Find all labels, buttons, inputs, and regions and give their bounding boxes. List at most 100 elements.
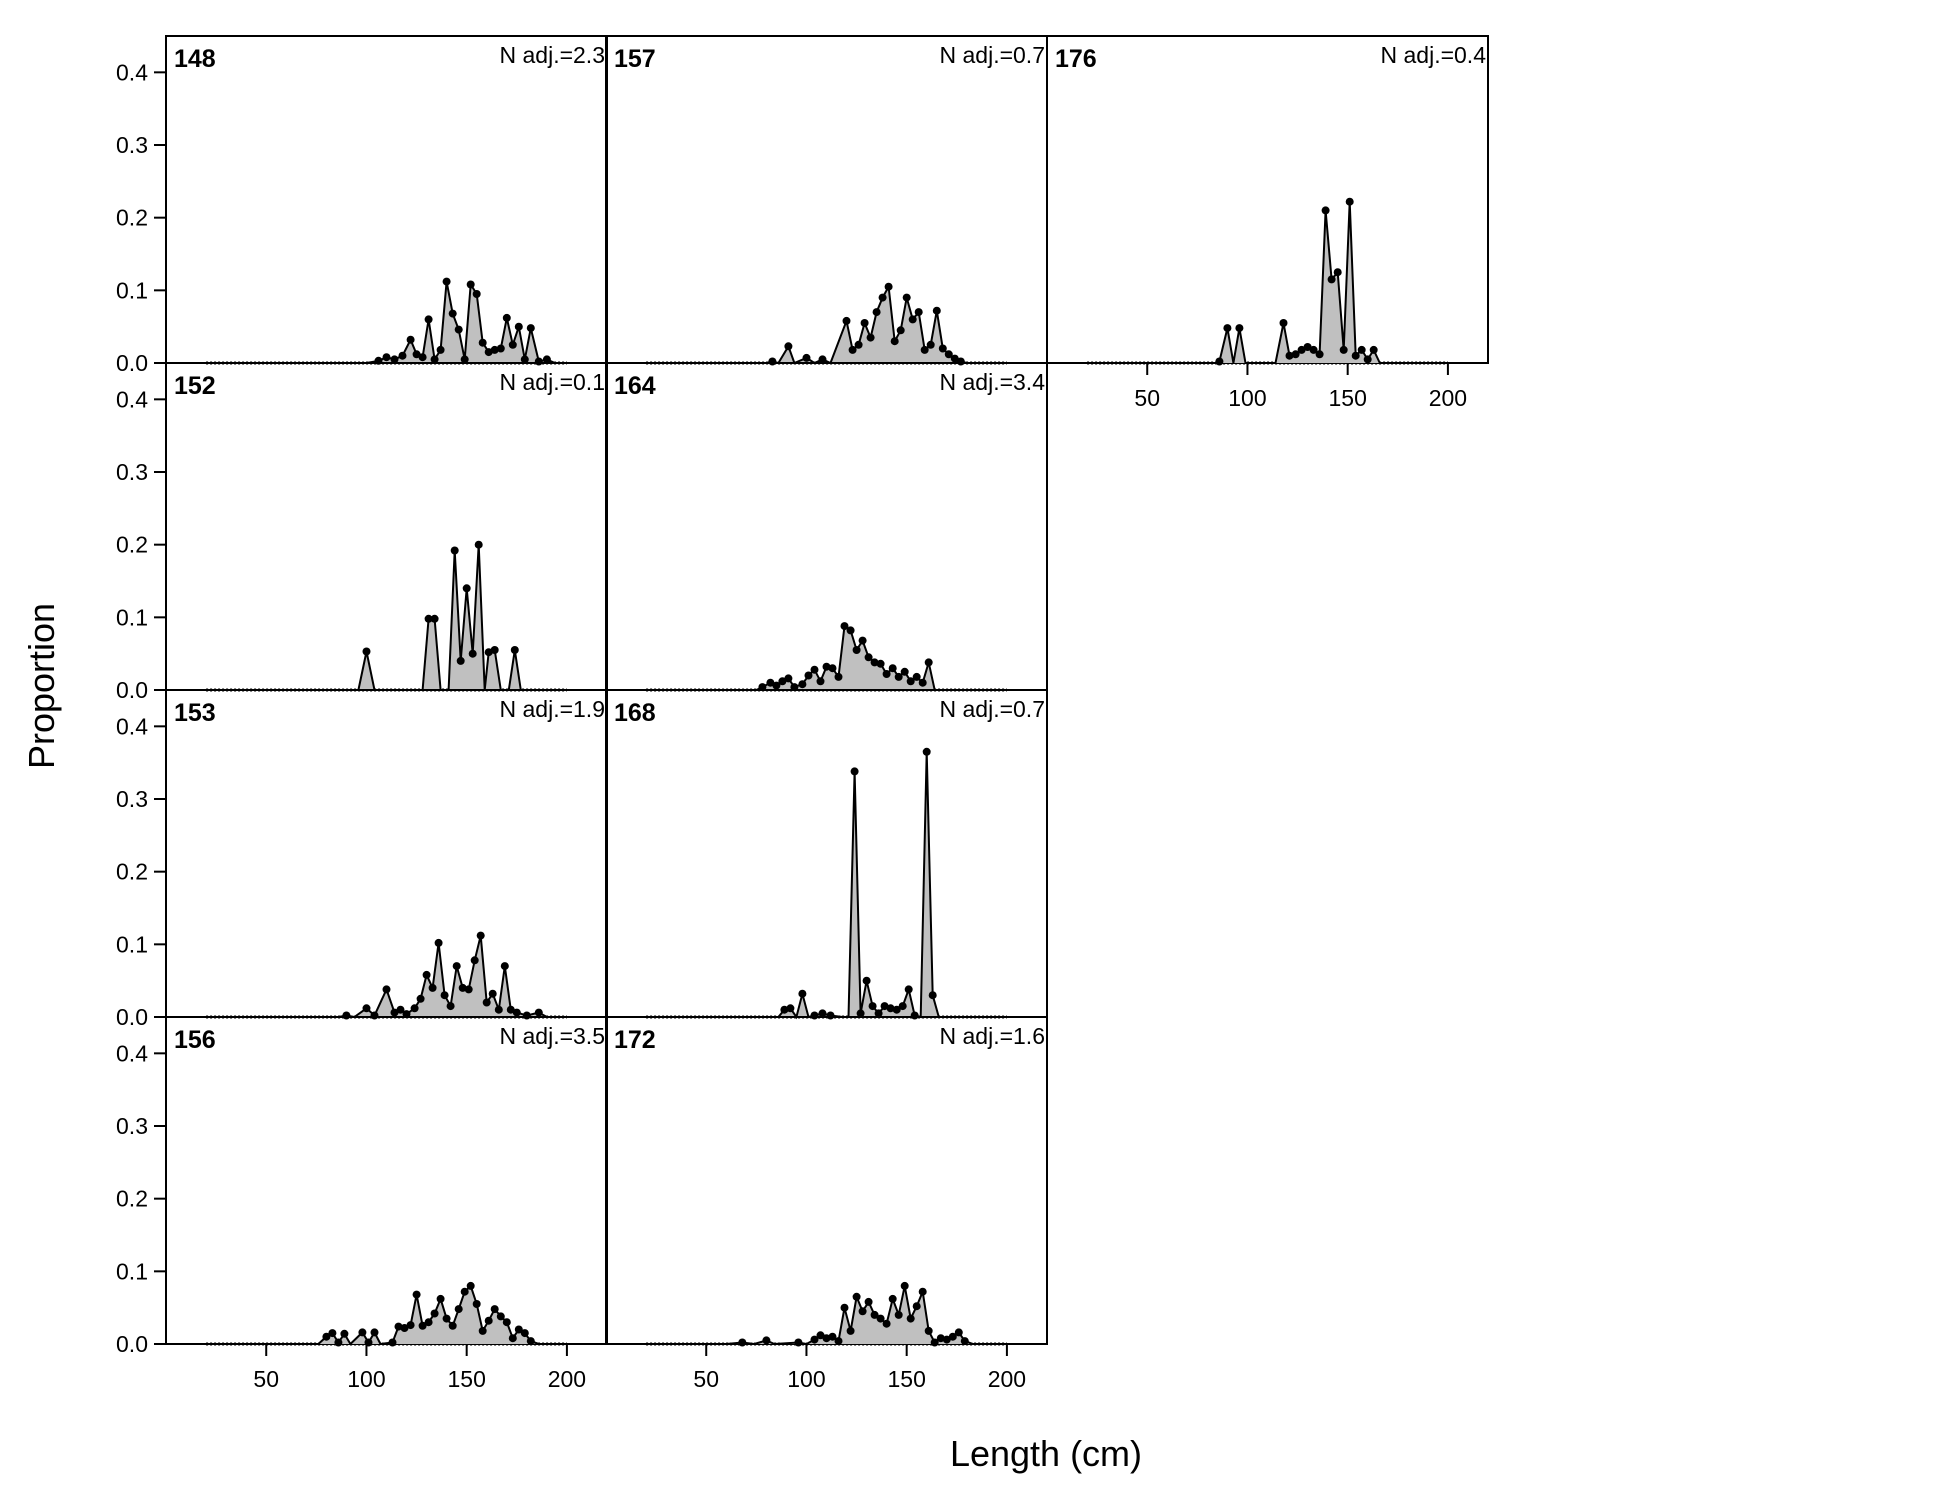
- series-area: [726, 1285, 973, 1344]
- data-point: [464, 985, 473, 994]
- data-point: [874, 1009, 883, 1018]
- series-line: [777, 751, 940, 1020]
- panel-id-label: 148: [174, 45, 216, 73]
- data-point: [816, 677, 825, 686]
- data-point: [912, 672, 921, 681]
- y-tick-label: 0.0: [116, 1004, 148, 1030]
- panels-group: 0.0 0.1 0.2 0.3 0.4 148 N adj.=2.3 157 N adj.=0.…: [116, 35, 1489, 1392]
- series-area: [358, 544, 521, 690]
- data-point: [886, 1004, 895, 1013]
- data-point: [868, 1002, 877, 1011]
- panel-id-label: 157: [614, 45, 656, 73]
- data-point: [382, 353, 391, 362]
- data-point: [924, 1326, 933, 1335]
- data-point: [476, 931, 485, 940]
- data-point: [828, 1332, 837, 1341]
- data-point: [388, 1338, 397, 1347]
- data-point: [370, 1328, 379, 1337]
- data-point: [956, 357, 965, 366]
- data-point: [526, 1337, 535, 1346]
- data-point: [918, 678, 927, 687]
- panel-168: 168 N adj.=0.7: [605, 689, 1048, 1020]
- data-point: [340, 1329, 349, 1338]
- data-point: [482, 998, 491, 1007]
- data-point: [412, 1290, 421, 1299]
- panel-164: 164 N adj.=3.4: [605, 362, 1048, 692]
- y-tick-label: 0.2: [116, 859, 148, 885]
- data-point: [1285, 351, 1294, 360]
- data-point: [436, 1294, 445, 1303]
- data-point: [500, 962, 509, 971]
- series-area: [1215, 201, 1380, 363]
- data-point: [484, 348, 493, 357]
- data-point: [846, 1326, 855, 1335]
- data-point: [1279, 319, 1288, 327]
- data-point: [778, 677, 787, 686]
- data-point: [1309, 345, 1318, 354]
- y-tick-label: 0.3: [116, 459, 148, 485]
- data-point: [342, 1011, 351, 1020]
- data-point: [780, 1005, 789, 1014]
- x-tick-label: 50: [1134, 385, 1160, 411]
- data-point: [484, 648, 493, 657]
- data-point: [1327, 275, 1336, 284]
- panel-id-label: 164: [614, 372, 656, 400]
- n-adj-label: N adj.=2.3: [500, 42, 606, 68]
- data-point: [870, 658, 879, 667]
- data-point: [882, 670, 891, 678]
- data-point: [400, 1324, 409, 1332]
- data-point: [502, 313, 511, 322]
- data-point: [900, 1281, 909, 1290]
- data-point: [502, 1318, 511, 1327]
- data-point: [810, 1011, 819, 1020]
- data-point: [878, 293, 887, 302]
- y-tick-label: 0.1: [116, 277, 148, 303]
- data-point: [894, 672, 903, 681]
- data-point: [894, 1310, 903, 1319]
- data-point: [1215, 357, 1224, 366]
- data-point: [474, 540, 483, 549]
- data-point: [834, 1337, 843, 1346]
- data-point: [448, 309, 457, 318]
- data-point: [508, 340, 517, 349]
- data-point: [918, 1287, 927, 1296]
- data-point: [390, 1008, 399, 1017]
- y-tick-label: 0.4: [116, 59, 148, 85]
- data-point: [804, 671, 813, 680]
- data-point: [412, 350, 421, 359]
- panel-156: 0.0 0.1 0.2 0.3 0.4 50 100 150 200 156 N adj.=3.5: [116, 1016, 608, 1392]
- data-point: [510, 646, 519, 654]
- data-point: [436, 345, 445, 354]
- data-point: [842, 316, 851, 325]
- data-point: [490, 1305, 499, 1314]
- data-point: [424, 315, 433, 324]
- data-point: [1363, 355, 1372, 364]
- series-line: [338, 935, 548, 1019]
- n-adj-label: N adj.=1.9: [500, 696, 606, 722]
- y-axis-label: Proportion: [21, 603, 62, 769]
- n-adj-label: N adj.=0.1: [500, 369, 606, 395]
- data-point: [768, 357, 777, 366]
- data-point: [798, 989, 807, 998]
- data-point: [362, 647, 371, 656]
- data-point: [418, 353, 427, 362]
- data-point: [876, 1314, 885, 1323]
- x-tick-label: 50: [253, 1366, 279, 1392]
- data-point: [908, 315, 917, 324]
- data-point: [442, 1314, 451, 1323]
- data-point: [840, 1303, 849, 1312]
- data-point: [362, 1004, 371, 1013]
- data-point: [872, 308, 881, 317]
- x-tick-label: 50: [693, 1366, 719, 1392]
- panel-id-label: 172: [614, 1026, 656, 1054]
- n-adj-label: N adj.=3.5: [500, 1023, 606, 1049]
- data-point: [452, 962, 461, 971]
- data-point: [944, 350, 953, 359]
- data-point: [430, 355, 439, 364]
- data-point: [826, 1011, 835, 1020]
- n-adj-label: N adj.=1.6: [940, 1023, 1046, 1049]
- data-point: [456, 656, 465, 665]
- data-point: [794, 1338, 803, 1347]
- data-point: [478, 338, 487, 347]
- data-point: [494, 1005, 503, 1014]
